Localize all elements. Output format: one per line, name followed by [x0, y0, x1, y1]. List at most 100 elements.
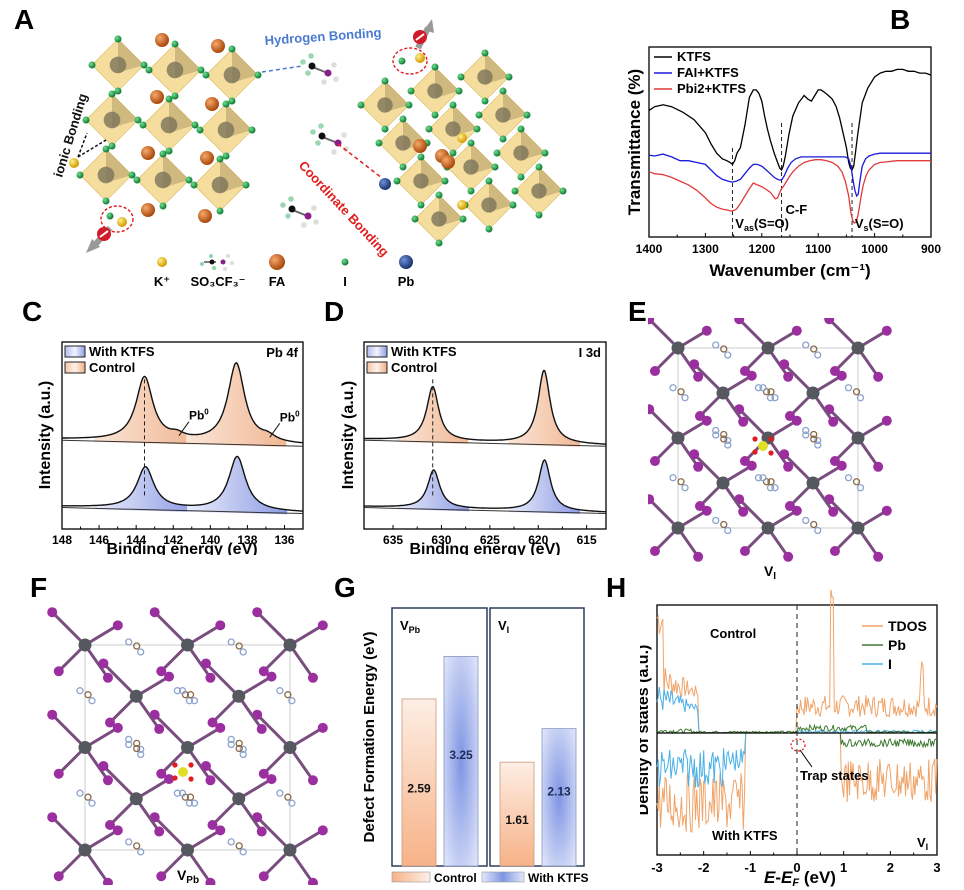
i-atom	[441, 177, 449, 185]
legend-so3cf3-icon	[200, 254, 234, 271]
i-atom	[559, 187, 567, 195]
i-atom	[156, 871, 167, 882]
structure-caption-vpb: VPb	[177, 867, 199, 885]
i-atom	[254, 71, 262, 79]
legend-label: I	[888, 656, 892, 672]
chart-title: I 3d	[579, 345, 601, 360]
x-tick-label: 1	[840, 860, 847, 875]
group-frame-vpb	[391, 607, 488, 867]
fa-n-atom	[190, 697, 199, 705]
fa-cation	[198, 209, 212, 223]
i-atom	[228, 45, 236, 53]
spectrum-line-control	[364, 369, 607, 445]
pb-center	[103, 111, 121, 129]
i-atom	[145, 66, 153, 74]
perovskite-lattice-left	[76, 33, 262, 223]
i-atom	[102, 775, 113, 786]
x-tick-label: 146	[89, 533, 109, 547]
s-atom	[324, 69, 332, 77]
pb-atom	[181, 638, 194, 652]
i-atom	[399, 115, 407, 123]
pb-atom	[232, 792, 246, 806]
fa-cation	[141, 203, 155, 217]
background-line	[363, 507, 607, 515]
x-tick-label: 1300	[692, 242, 719, 256]
x-tick-label: 620	[528, 533, 548, 547]
pb-i-bond	[51, 713, 87, 749]
pb0-pointer	[178, 421, 190, 436]
pb-i-bond	[738, 498, 770, 530]
group-frame-vi	[489, 607, 585, 867]
i-atom	[102, 877, 113, 885]
panel-label-a: A	[14, 4, 35, 35]
panel-label-d: D	[324, 296, 345, 327]
legend-label-control: Control	[89, 360, 135, 375]
fa-n-atom	[88, 799, 96, 807]
pb-center	[413, 173, 429, 189]
i-atom	[215, 620, 226, 631]
pb-i-bond	[256, 713, 292, 749]
annotation-control: Control	[710, 626, 756, 641]
fa-c-atom	[235, 842, 243, 850]
fa-n-atom	[88, 697, 96, 705]
o-atom	[301, 222, 307, 228]
f-atom	[300, 59, 306, 65]
i-atom	[317, 722, 328, 733]
i-atom	[485, 225, 493, 233]
group-label-vpb: VPb	[400, 618, 421, 635]
i-atom	[393, 177, 401, 185]
i-atom	[649, 546, 660, 557]
panel-label-h: H	[606, 572, 627, 603]
i-atom	[746, 460, 757, 471]
hydrogen-bonding-label: Hydrogen Bonding	[264, 25, 382, 48]
i-atom	[649, 456, 660, 467]
i-atom	[256, 826, 267, 837]
pb-i-bond	[204, 764, 240, 800]
i-atom	[258, 871, 269, 882]
spectrum-line-with-ktfs	[62, 455, 303, 512]
f-atom	[280, 202, 286, 208]
fa-cation	[205, 97, 219, 111]
fa-n-atom	[669, 474, 677, 482]
fa-c-atom	[810, 430, 818, 439]
panel-label-g: G	[334, 572, 356, 603]
pb-center	[463, 159, 479, 175]
i-atom	[228, 97, 236, 105]
o-atom	[341, 132, 347, 138]
i-atom	[216, 155, 224, 163]
i-atom	[307, 672, 318, 683]
pb-i-bond	[738, 318, 770, 350]
i-atom	[317, 825, 328, 836]
o-atom	[331, 62, 337, 68]
i-atom	[828, 416, 839, 427]
so3cf3-molecules	[280, 53, 349, 228]
fa-c-atom	[767, 388, 775, 396]
i-atom	[98, 760, 109, 771]
pb-i-bond	[256, 611, 292, 647]
i-atom	[266, 774, 277, 785]
fa-cation	[155, 33, 169, 47]
plot-frame	[363, 341, 607, 530]
i-atom	[258, 768, 269, 779]
spectrum-line-control	[62, 361, 304, 444]
prohibited-slash-left	[99, 230, 109, 238]
i-atom	[791, 325, 802, 336]
x-tick-label: 1100	[805, 242, 831, 256]
i-atom	[53, 666, 64, 677]
i-atom	[784, 411, 795, 422]
i-atom	[222, 152, 230, 160]
peak-fill-control	[508, 370, 580, 447]
i-atom	[215, 825, 226, 836]
annotation-trap-states: Trap states	[800, 768, 869, 783]
fa-c-atom	[284, 691, 292, 699]
o-atom-dopant	[172, 762, 178, 768]
fa-c-atom	[235, 739, 243, 748]
i-atom	[242, 181, 250, 189]
pb-center	[445, 121, 461, 137]
f-atom	[310, 129, 316, 135]
panel-label-b: B	[890, 4, 911, 35]
i-atom	[47, 709, 58, 720]
k-ion-ionic	[69, 158, 79, 168]
x-tick-label: 138	[237, 533, 257, 547]
i-atom	[417, 153, 425, 161]
